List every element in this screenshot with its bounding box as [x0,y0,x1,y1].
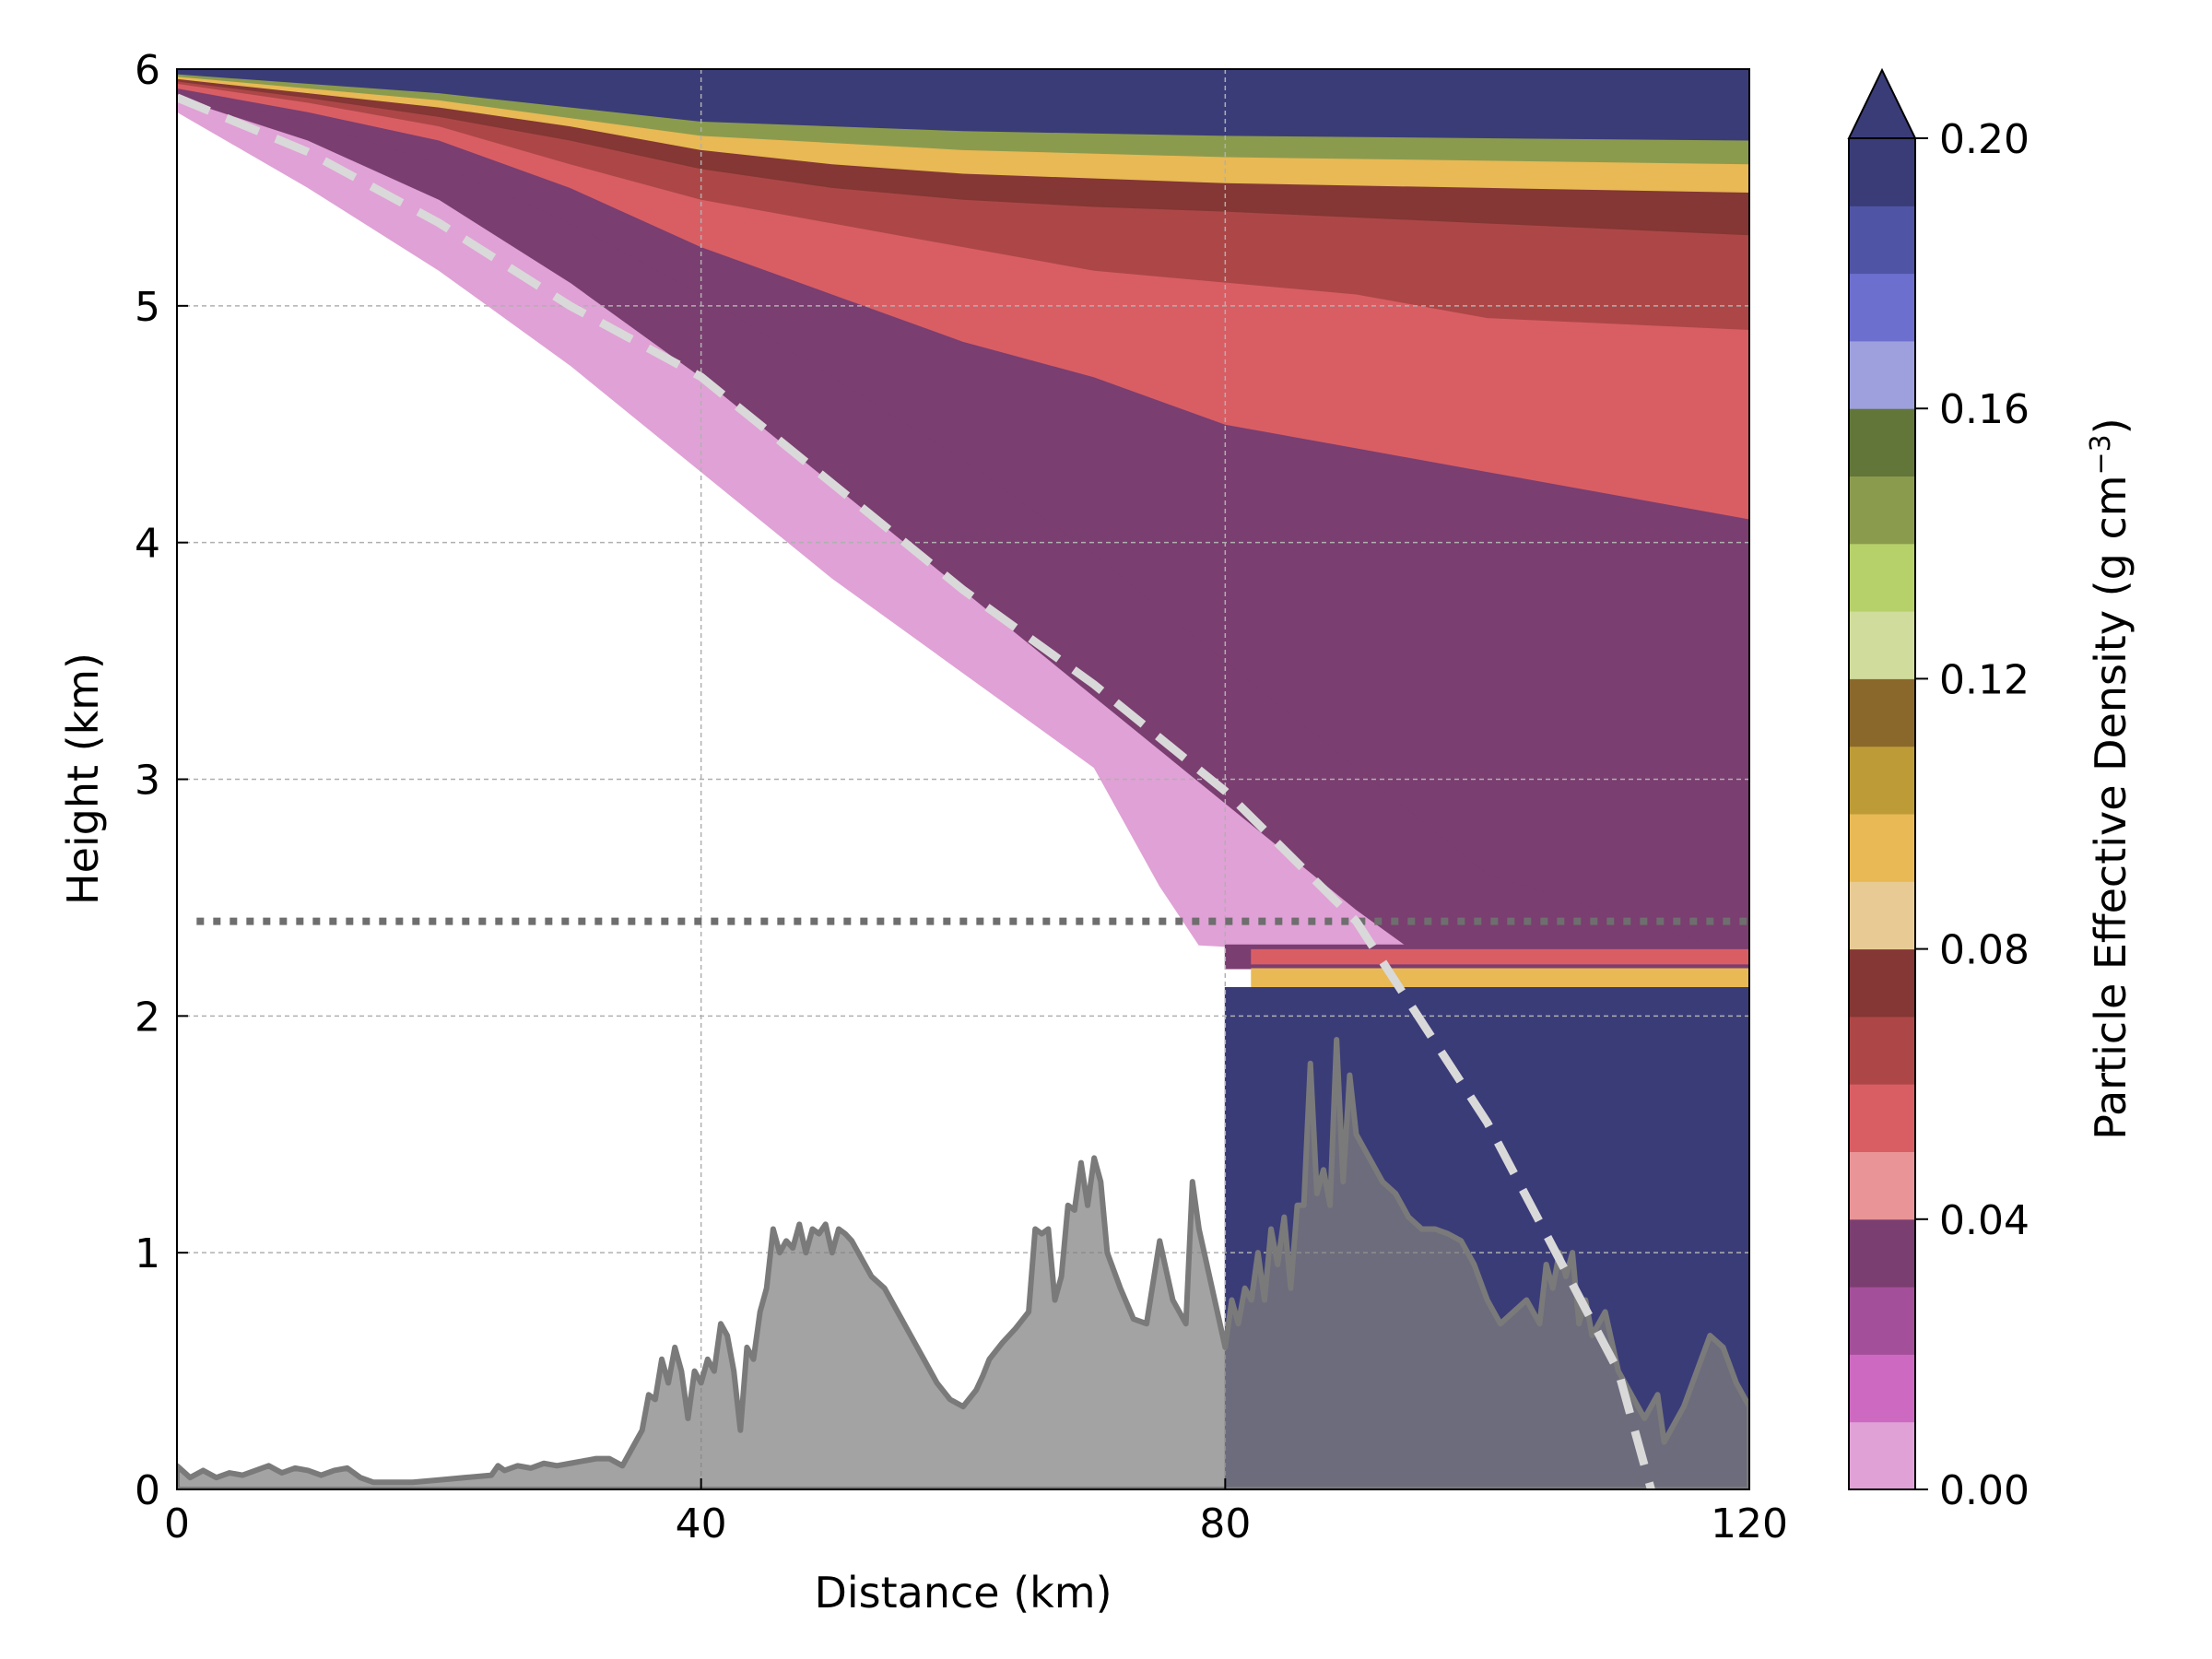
colorbar-swatch-0 [1849,1421,1915,1490]
reference-curve [177,93,1655,1489]
y-axis-ticks: 0 1 2 3 4 5 6 [135,47,188,1514]
colorbar-swatch-12 [1849,611,1915,679]
y-axis-label: Height (km) [58,653,108,905]
colorbar-swatch-5 [1849,1084,1915,1152]
colorbar-swatch-17 [1849,273,1915,342]
colorbar-swatch-9 [1849,814,1915,882]
colorbar-swatch-11 [1849,678,1915,747]
x-axis-ticks: 0 40 80 120 [164,1478,1788,1547]
y-tick-label-4: 4 [135,521,160,568]
colorbar-frame [1848,138,1916,1490]
y-tick-label-6: 6 [135,47,160,94]
x-tick-label-120: 120 [1711,1500,1788,1547]
terrain-profile [177,1037,1749,1489]
colorbar-swatch-7 [1849,948,1915,1018]
colorbar-tick-label-0.04: 0.04 [1939,1197,2030,1244]
x-tick-label-0: 0 [164,1500,190,1547]
density-band-11 [1251,968,1749,989]
y-tick-label-3: 3 [135,758,160,805]
colorbar-swatch-3 [1849,1218,1915,1288]
colorbar-tick-label-0.08: 0.08 [1939,927,2030,974]
y-tick-label-5: 5 [135,284,160,331]
x-tick-label-40: 40 [676,1500,727,1547]
colorbar-tick-label-0.16: 0.16 [1939,386,2030,433]
colorbar-swatch-10 [1849,746,1915,815]
colorbar [1847,67,1917,1490]
colorbar-swatch-1 [1849,1354,1915,1423]
colorbar-label: Particle Effective Density (g cm−3) [2085,418,2136,1139]
colorbar-tick-label-0.12: 0.12 [1939,656,2030,703]
plot-area [177,69,1749,1489]
colorbar-swatch-8 [1849,881,1915,950]
colorbar-swatch-15 [1849,408,1915,477]
colorbar-swatch-19 [1849,138,1915,206]
colorbar-swatch-6 [1849,1016,1915,1085]
x-axis-label: Distance (km) [814,1568,1112,1618]
colorbar-tick-label-0.20: 0.20 [1939,116,2030,163]
colorbar-swatch-18 [1849,206,1915,275]
colorbar-swatch-14 [1849,476,1915,545]
density-band-10 [1251,948,1749,965]
colorbar-swatch-13 [1849,543,1915,612]
colorbar-extend-arrow [1847,67,1917,139]
colorbar-ticks: 0.00 0.04 0.08 0.12 0.16 0.20 [1915,116,2030,1514]
colorbar-swatch-4 [1849,1151,1915,1220]
y-tick-label-1: 1 [135,1230,160,1277]
colorbar-tick-label-0.00: 0.00 [1939,1467,2030,1514]
grid-lines [177,69,1749,1489]
density-band-8 [177,69,1749,141]
colorbar-swatch-2 [1849,1287,1915,1355]
y-tick-label-0: 0 [135,1467,160,1514]
y-tick-label-2: 2 [135,994,160,1041]
colorbar-swatch-16 [1849,340,1915,409]
x-tick-label-80: 80 [1199,1500,1251,1547]
